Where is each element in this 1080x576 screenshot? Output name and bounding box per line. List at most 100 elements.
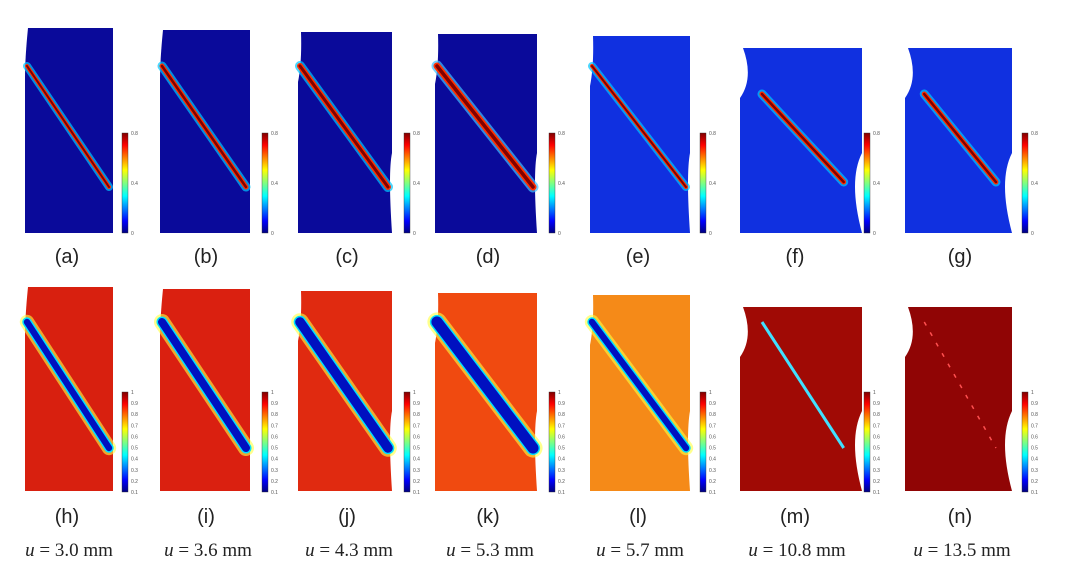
colorbar-tick: 0.9 [271, 401, 278, 407]
panel-label: (a) [54, 246, 80, 268]
damage-band [295, 317, 393, 453]
colorbar [1021, 132, 1029, 234]
colorbar-tick: 0.4 [1031, 181, 1038, 187]
colorbar-tick: 0.4 [413, 181, 420, 187]
colorbar [699, 391, 707, 493]
colorbar-tick: 0.9 [873, 401, 880, 407]
colorbar-tick: 0.4 [131, 457, 138, 463]
colorbar-tick: 0.1 [709, 490, 716, 496]
colorbar-tick: 0.8 [558, 131, 565, 137]
colorbar-tick: 0.6 [709, 434, 716, 440]
colorbar-tick: 0.8 [873, 412, 880, 418]
colorbar-tick: 0.1 [131, 490, 138, 496]
damage-band [431, 316, 539, 454]
colorbar-tick: 1 [558, 390, 561, 396]
colorbar-tick: 1 [413, 390, 416, 396]
displacement-value: = 5.7 mm [605, 540, 684, 561]
panel-label: (e) [625, 246, 651, 268]
colorbar-tick: 0.4 [709, 457, 716, 463]
colorbar-tick: 0.6 [271, 434, 278, 440]
colorbar-tick: 0.3 [131, 468, 138, 474]
colorbar-tick: 0.7 [709, 423, 716, 429]
specimen-body [590, 36, 690, 233]
colorbar-tick: 1 [873, 390, 876, 396]
panel-label: (d) [475, 246, 501, 268]
panel-label: (h) [54, 506, 80, 528]
colorbar-tick: 0 [873, 231, 876, 237]
colorbar-tick: 0.1 [873, 490, 880, 496]
colorbar-tick: 0.8 [131, 131, 138, 137]
colorbar-tick: 0.5 [413, 446, 420, 452]
colorbar-tick: 0.4 [271, 457, 278, 463]
colorbar-tick: 0.8 [709, 131, 716, 137]
colorbar [261, 132, 269, 234]
displacement-value: = 3.0 mm [34, 540, 113, 561]
colorbar [699, 132, 707, 234]
displacement-label: u = 5.7 mm [596, 540, 684, 562]
colorbar-tick: 0.3 [1031, 468, 1038, 474]
panel-label: (m) [780, 506, 810, 528]
displacement-value: = 5.3 mm [455, 540, 534, 561]
colorbar-tick: 0.2 [131, 479, 138, 485]
colorbar-tick: 0.7 [131, 423, 138, 429]
specimen-body [905, 307, 1012, 491]
displacement-label: u = 13.5 mm [913, 540, 1010, 562]
colorbar-tick: 0.7 [558, 423, 565, 429]
colorbar-tick: 0.7 [1031, 423, 1038, 429]
colorbar-tick: 0.5 [558, 446, 565, 452]
colorbar-tick: 0.9 [131, 401, 138, 407]
colorbar-tick: 0.7 [873, 423, 880, 429]
colorbar-tick: 0.9 [1031, 401, 1038, 407]
colorbar-tick: 0 [271, 231, 274, 237]
colorbar-tick: 0.8 [558, 412, 565, 418]
colorbar [261, 391, 269, 493]
colorbar-tick: 0.1 [558, 490, 565, 496]
colorbar [403, 132, 411, 234]
colorbar-tick: 0.3 [709, 468, 716, 474]
colorbar-tick: 0.2 [873, 479, 880, 485]
damage-band [923, 321, 997, 449]
colorbar [1021, 391, 1029, 493]
damage-band [158, 318, 250, 452]
displacement-label: u = 3.0 mm [25, 540, 113, 562]
panel-label: (i) [197, 506, 215, 528]
colorbar [863, 391, 871, 493]
colorbar-tick: 0.3 [873, 468, 880, 474]
displacement-symbol: u [913, 540, 923, 561]
colorbar-tick: 0 [131, 231, 134, 237]
colorbar-tick: 0.2 [271, 479, 278, 485]
colorbar-tick: 1 [131, 390, 134, 396]
colorbar [863, 132, 871, 234]
colorbar-tick: 0.9 [709, 401, 716, 407]
displacement-symbol: u [446, 540, 456, 561]
colorbar [403, 391, 411, 493]
colorbar-tick: 0.4 [873, 457, 880, 463]
displacement-symbol: u [164, 540, 174, 561]
displacement-value: = 4.3 mm [314, 540, 393, 561]
damage-band [588, 318, 690, 452]
colorbar-tick: 0.4 [131, 181, 138, 187]
colorbar-tick: 0.6 [131, 434, 138, 440]
colorbar-tick: 0.3 [558, 468, 565, 474]
displacement-value: = 13.5 mm [922, 540, 1011, 561]
colorbar-tick: 0.5 [873, 446, 880, 452]
panel-label: (j) [338, 506, 356, 528]
colorbar-tick: 1 [709, 390, 712, 396]
colorbar-tick: 0.8 [1031, 412, 1038, 418]
colorbar-tick: 0 [709, 231, 712, 237]
colorbar [121, 391, 129, 493]
displacement-symbol: u [305, 540, 315, 561]
damage-band [760, 321, 845, 449]
colorbar-tick: 0.8 [873, 131, 880, 137]
colorbar [121, 132, 129, 234]
